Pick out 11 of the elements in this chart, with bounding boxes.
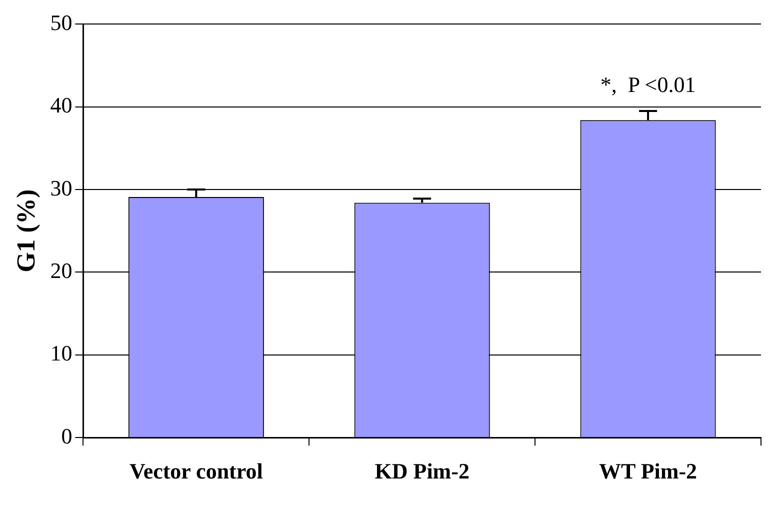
y-tick-label: 0 [61, 423, 72, 448]
x-tick-label: WT Pim-2 [599, 458, 698, 484]
annotation: *, P <0.01 [600, 72, 696, 97]
y-tick-label: 40 [50, 92, 72, 118]
y-tick-label: 50 [50, 10, 72, 35]
x-tick-label: Vector control [129, 458, 263, 484]
y-axis-title: G1 (%) [11, 189, 40, 272]
y-tick-label: 30 [50, 175, 72, 200]
x-tick-label: KD Pim-2 [374, 458, 470, 484]
y-tick-label: 10 [50, 340, 72, 366]
y-tick-label: 20 [50, 258, 72, 284]
